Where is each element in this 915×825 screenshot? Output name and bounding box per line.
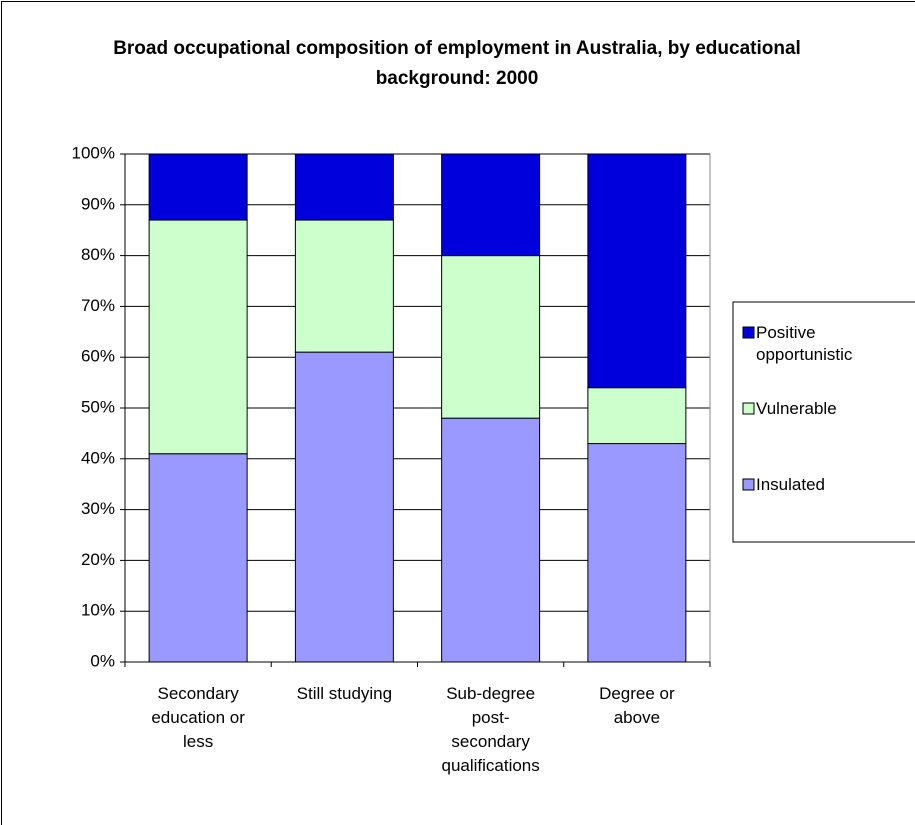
bar-segment	[294, 351, 394, 663]
x-tick-label: Sub-degree post-secondary qualifications	[441, 684, 540, 775]
legend-label: Positive opportunistic	[756, 323, 853, 364]
bar-segment	[148, 153, 248, 221]
y-tick-label: 50%	[81, 397, 115, 416]
legend-box	[732, 301, 915, 543]
y-tick-label: 10%	[81, 601, 115, 620]
y-tick-label: 90%	[81, 194, 115, 213]
legend-swatch	[742, 478, 755, 491]
x-tick-label: Degree or above	[599, 684, 675, 727]
x-tick-label: Secondary education or less	[151, 684, 245, 751]
chart-title: Broad occupational composition of employ…	[113, 38, 801, 89]
y-tick-label: 0%	[90, 651, 115, 670]
y-tick-label: 80%	[81, 245, 115, 264]
y-tick-label: 40%	[81, 448, 115, 467]
bar-segment	[294, 219, 394, 353]
bar-segment	[148, 219, 248, 455]
bar-segment	[441, 255, 541, 419]
y-tick-label: 30%	[81, 499, 115, 518]
legend-swatch	[742, 402, 755, 415]
bar-segment	[587, 387, 687, 445]
y-tick-label: 20%	[81, 550, 115, 569]
bar-segment	[587, 443, 687, 663]
y-tick-label: 100%	[72, 143, 115, 162]
bar-segment	[148, 453, 248, 663]
bar-segment	[441, 153, 541, 257]
legend-label: Vulnerable	[756, 399, 837, 418]
bar-segment	[294, 153, 394, 221]
bar-segment	[441, 417, 541, 663]
y-tick-label: 70%	[81, 296, 115, 315]
x-tick-label: Still studying	[296, 684, 393, 703]
legend-label: Insulated	[756, 475, 825, 494]
bar-segment	[587, 153, 687, 389]
legend-swatch	[742, 326, 755, 339]
y-tick-label: 60%	[81, 347, 115, 366]
